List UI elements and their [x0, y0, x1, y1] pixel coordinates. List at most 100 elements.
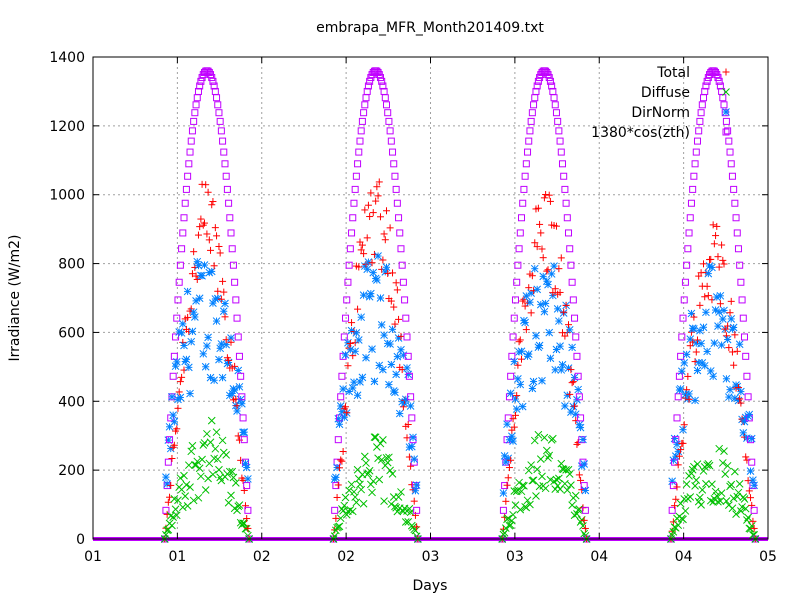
cos-zth-point: [209, 77, 217, 85]
cos-zth-point: [332, 482, 340, 490]
total-point: [703, 282, 711, 290]
cos-zth-point: [386, 127, 394, 135]
diffuse-point: [730, 467, 739, 476]
dirnorm-point: [510, 357, 519, 366]
cos-zth-point: [516, 229, 524, 237]
dirnorm-point: [201, 362, 210, 371]
dirnorm-point: [718, 315, 727, 323]
total-point: [351, 339, 359, 347]
cos-zth-point: [182, 185, 190, 193]
diffuse-point: [722, 497, 731, 505]
dirnorm-point: [387, 360, 396, 369]
diffuse-point: [382, 453, 391, 462]
cos-zth-point: [727, 160, 735, 168]
dirnorm-point: [210, 376, 218, 385]
total-point: [680, 421, 688, 429]
cos-zth-point: [337, 393, 345, 401]
cos-zth-point: [533, 82, 541, 90]
dirnorm-point: [163, 480, 171, 488]
diffuse-point: [686, 493, 695, 501]
dirnorm-point: [715, 308, 724, 316]
dirnorm-point: [697, 339, 705, 348]
total-point: [713, 222, 721, 230]
total-point: [384, 269, 392, 277]
total-point: [222, 336, 230, 344]
cos-zth-point: [215, 109, 223, 117]
legend-label: Total: [656, 65, 690, 81]
diffuse-point: [174, 496, 182, 505]
dirnorm-point: [352, 328, 361, 337]
dirnorm-point: [532, 331, 540, 340]
diffuse-point: [697, 501, 705, 509]
total-point: [344, 362, 352, 370]
dirnorm-point: [403, 364, 411, 372]
cos-zth-point: [687, 199, 695, 207]
diffuse-point: [711, 487, 720, 496]
dirnorm-point: [177, 329, 186, 337]
cos-zth-point: [184, 172, 192, 180]
diffuse-point: [518, 481, 527, 490]
cos-zth-point: [562, 199, 570, 207]
diffuse-point: [727, 480, 736, 489]
total-point: [338, 457, 346, 465]
total-point: [566, 390, 574, 398]
total-point: [386, 224, 394, 232]
diffuse-point: [347, 480, 356, 489]
dirnorm-point: [168, 392, 176, 401]
cos-zth-point: [238, 393, 246, 401]
cos-zth-point: [702, 82, 710, 90]
diffuse-point: [171, 505, 180, 514]
total-point: [531, 239, 539, 247]
total-point: [573, 440, 581, 448]
diffuse-point: [218, 436, 227, 445]
cos-zth-point: [232, 296, 240, 304]
cos-zth-point: [348, 229, 356, 237]
cos-zth-point: [164, 458, 172, 466]
dirnorm-point: [370, 377, 379, 386]
cos-zth-point: [363, 87, 371, 95]
cos-zth-point: [343, 296, 351, 304]
cos-zth-point: [548, 82, 556, 90]
cos-zth-point: [742, 352, 750, 360]
diffuse-point: [690, 462, 698, 471]
dirnorm-point: [720, 306, 728, 315]
total-point: [522, 326, 530, 334]
dirnorm-point: [517, 347, 526, 356]
total-point: [675, 452, 683, 460]
cos-zth-point: [712, 68, 720, 76]
dirnorm-point: [170, 417, 179, 426]
cos-zth-point: [392, 185, 400, 193]
cos-zth-point: [345, 261, 353, 269]
diffuse-point: [397, 488, 405, 496]
cos-zth-point: [543, 68, 551, 76]
total-point: [381, 236, 389, 244]
cos-zth-point: [556, 137, 564, 145]
cos-zth-point: [340, 333, 348, 341]
diffuse-point: [394, 493, 403, 501]
diffuse-point: [385, 453, 393, 462]
cos-zth-point: [346, 245, 354, 253]
dirnorm-point: [545, 328, 554, 337]
dirnorm-point: [198, 271, 206, 280]
cos-zth-point: [223, 185, 231, 193]
dirnorm-point: [521, 318, 529, 327]
total-point: [395, 315, 403, 323]
total-point: [184, 313, 192, 321]
dirnorm-point: [750, 481, 758, 490]
total-point: [380, 230, 388, 238]
cos-zth-point: [187, 137, 195, 145]
diffuse-point: [698, 486, 707, 494]
cos-zth-point: [671, 458, 679, 466]
dirnorm-point: [235, 382, 244, 391]
cos-zth-point: [691, 160, 699, 168]
dirnorm-point: [348, 384, 357, 392]
total-point: [392, 279, 400, 287]
dirnorm-point: [195, 294, 204, 303]
diffuse-point: [401, 518, 410, 526]
dirnorm-point: [538, 376, 546, 385]
cos-zth-point: [534, 77, 542, 85]
cos-zth-point: [387, 137, 395, 145]
dirnorm-point: [716, 291, 725, 300]
dirnorm-point: [244, 475, 252, 483]
x-tick-label: 01: [168, 549, 186, 565]
